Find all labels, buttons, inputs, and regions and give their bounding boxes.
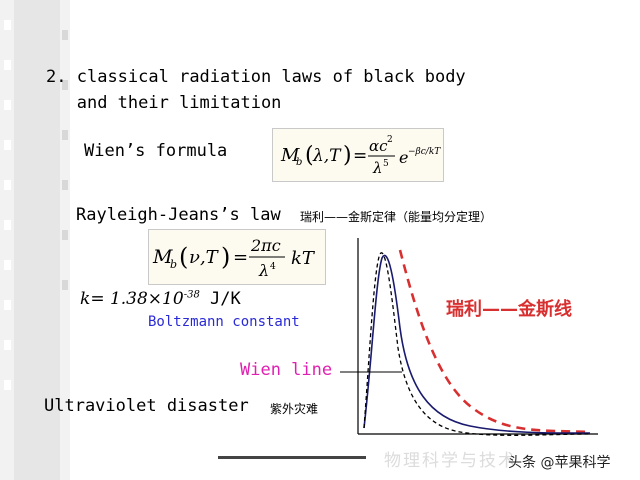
rayleigh-jeans-chinese-note: 瑞利——金斯定律（能量均分定理） bbox=[300, 210, 493, 224]
heading-line1: classical radiation laws of black body bbox=[76, 67, 466, 87]
svg-text:λ: λ bbox=[258, 261, 269, 280]
k-symbol: k bbox=[80, 289, 91, 309]
svg-text:λ: λ bbox=[372, 159, 383, 177]
ultraviolet-disaster-label: Ultraviolet disaster bbox=[44, 396, 249, 416]
rayleigh-jeans-label: Rayleigh-Jeans’s law bbox=[76, 205, 281, 225]
svg-text:b: b bbox=[296, 157, 302, 168]
k-value: = 1.38×10 bbox=[90, 289, 184, 309]
wien-formula-label: Wien’s formula bbox=[84, 141, 228, 161]
rayleigh-jeans-equation: M b ( ν,T ) = 2πc λ 4 kT bbox=[148, 229, 326, 285]
source-credit: 头条 @苹果科学 bbox=[508, 455, 611, 471]
svg-text:4: 4 bbox=[270, 262, 276, 272]
rayleigh-jeans-curve-label: 瑞利——金斯线 bbox=[446, 299, 572, 320]
svg-text:): ) bbox=[343, 143, 352, 168]
rayleigh-jeans-curve bbox=[398, 249, 591, 434]
boltzmann-constant-value: k= 1.38×10-38 J/K bbox=[80, 289, 241, 309]
svg-text:2πc: 2πc bbox=[250, 236, 281, 255]
k-unit: J/K bbox=[199, 289, 241, 309]
svg-text:=: = bbox=[353, 146, 367, 166]
svg-text:5: 5 bbox=[383, 159, 389, 169]
svg-text:M: M bbox=[280, 145, 300, 166]
svg-text:−βc/kT: −βc/kT bbox=[408, 147, 441, 157]
svg-text:αc: αc bbox=[369, 137, 388, 155]
film-strip-decoration bbox=[0, 0, 70, 480]
svg-text:(: ( bbox=[179, 243, 188, 271]
svg-text:2: 2 bbox=[387, 135, 393, 145]
wien-curve bbox=[363, 252, 591, 436]
svg-text:ν,T: ν,T bbox=[189, 247, 220, 268]
blackbody-curves-plot bbox=[340, 238, 598, 436]
k-exponent: -38 bbox=[183, 289, 200, 301]
svg-text:): ) bbox=[221, 243, 230, 271]
wien-formula-equation: M b ( λ,T ) = αc 2 λ 5 e −βc/kT bbox=[272, 128, 444, 182]
svg-text:kT: kT bbox=[291, 248, 316, 269]
watermark-text: 物理科学与技术 bbox=[384, 451, 517, 471]
svg-text:λ,T: λ,T bbox=[312, 146, 342, 166]
svg-text:(: ( bbox=[305, 143, 314, 168]
planck-curve bbox=[363, 254, 591, 434]
svg-text:e: e bbox=[399, 148, 408, 167]
ultraviolet-disaster-chinese: 紫外灾难 bbox=[270, 402, 319, 416]
section-heading: 2. classical radiation laws of black bod… bbox=[46, 64, 466, 116]
heading-number: 2. bbox=[46, 67, 67, 87]
heading-line2: and their limitation bbox=[76, 93, 282, 113]
decorative-underline bbox=[218, 456, 366, 459]
svg-text:=: = bbox=[233, 247, 248, 268]
boltzmann-constant-name: Boltzmann constant bbox=[148, 314, 300, 330]
wien-curve-label: Wien line bbox=[240, 360, 333, 380]
svg-text:M: M bbox=[152, 246, 173, 268]
svg-text:b: b bbox=[170, 258, 177, 271]
